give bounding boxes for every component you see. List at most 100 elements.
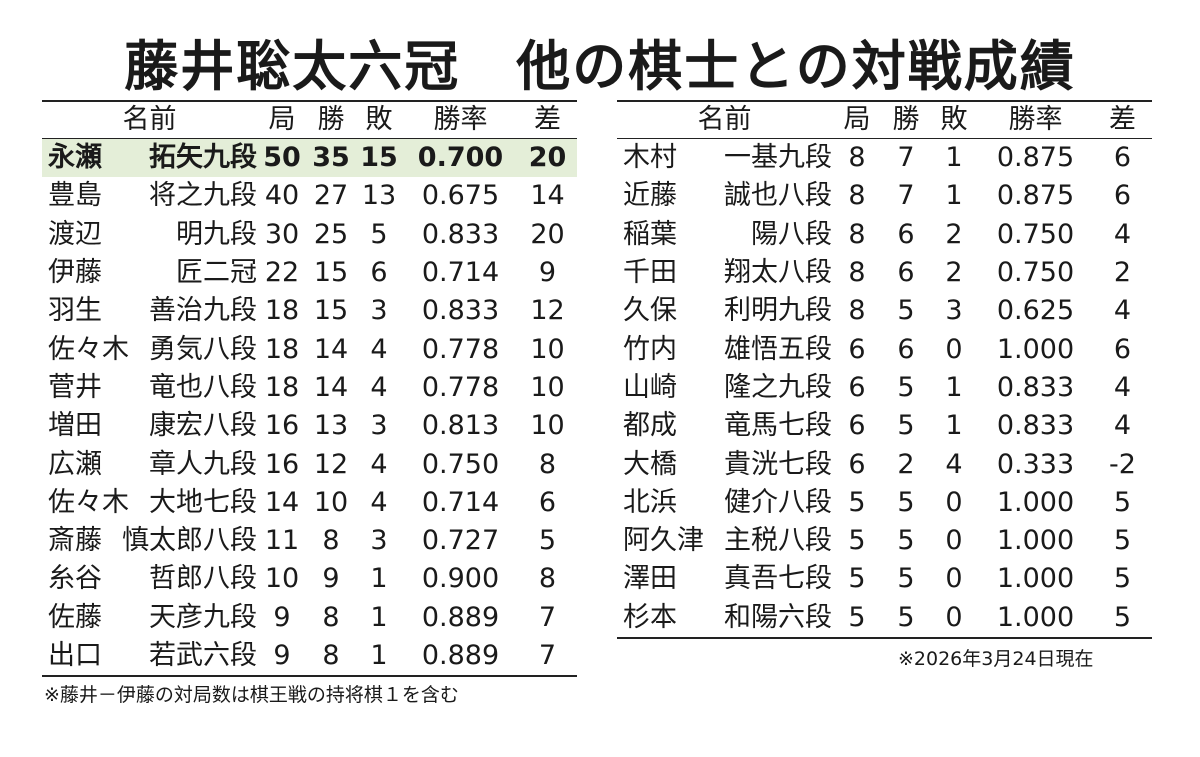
player-surname: 竹内 — [623, 333, 677, 365]
games-cell: 18 — [264, 371, 300, 403]
games-cell: 6 — [848, 448, 866, 480]
games-cell: 18 — [264, 295, 300, 327]
diff-cell: 8 — [538, 448, 557, 480]
losses-cell: 4 — [370, 486, 388, 518]
losses-cell: 1 — [945, 180, 963, 212]
diff-cell: 10 — [530, 371, 565, 403]
player-name-cell: 佐々木 大地七段 — [42, 484, 257, 522]
player-surname: 千田 — [623, 257, 677, 289]
wins-cell: 14 — [313, 333, 349, 365]
wins-cell: 15 — [313, 257, 349, 289]
wins-cell: 27 — [313, 180, 349, 212]
losses-cell: 1 — [370, 563, 388, 595]
games-cell: 8 — [848, 218, 866, 250]
games-cell: 16 — [264, 410, 300, 442]
losses-cell: 6 — [370, 257, 388, 289]
table-row: 増田 康宏八段 16 13 3 0.813 10 — [42, 407, 577, 445]
games-cell: 40 — [264, 180, 300, 212]
player-given-name-rank: 陽八段 — [751, 218, 832, 250]
player-given-name-rank: 将之九段 — [149, 180, 257, 212]
diff-cell: 20 — [518, 138, 577, 178]
player-surname: 稲葉 — [623, 218, 677, 250]
table-row: 阿久津 主税八段 5 5 0 1.000 5 — [617, 522, 1152, 560]
player-given-name-rank: 大地七段 — [149, 486, 257, 518]
games-cell: 8 — [848, 142, 866, 174]
win-rate-cell: 1.000 — [996, 563, 1075, 595]
player-name-cell: 山崎 隆之九段 — [617, 369, 832, 407]
losses-cell: 3 — [370, 525, 388, 557]
player-given-name-rank: 利明九段 — [724, 295, 832, 327]
header-name: 名前 — [42, 101, 257, 139]
diff-cell: 4 — [1113, 295, 1132, 327]
table-row: 北浜 健介八段 5 5 0 1.000 5 — [617, 484, 1152, 522]
games-cell: 9 — [257, 636, 307, 678]
win-rate-cell: 1.000 — [996, 525, 1075, 557]
player-surname: 木村 — [623, 142, 677, 174]
diff-cell: 4 — [1113, 371, 1132, 403]
player-surname: 糸谷 — [48, 563, 102, 595]
player-name-cell: 久保 利明九段 — [617, 292, 832, 330]
table-row: 広瀬 章人九段 16 12 4 0.750 8 — [42, 445, 577, 483]
player-given-name-rank: 主税八段 — [724, 525, 832, 557]
wins-cell: 7 — [897, 180, 915, 212]
losses-cell: 15 — [355, 138, 403, 178]
games-cell: 5 — [832, 598, 882, 639]
header-name: 名前 — [617, 101, 832, 139]
diff-cell: 5 — [1113, 486, 1132, 518]
table-row: 千田 翔太八段 8 6 2 0.750 2 — [617, 254, 1152, 292]
wins-cell: 8 — [307, 636, 355, 678]
header-wins: 勝 — [882, 101, 930, 139]
diff-cell: 7 — [538, 601, 557, 633]
losses-cell: 4 — [370, 333, 388, 365]
header-losses: 敗 — [930, 101, 978, 139]
win-rate-cell: 0.875 — [996, 180, 1075, 212]
player-surname: 杉本 — [623, 601, 677, 633]
diff-cell: 5 — [1093, 598, 1152, 639]
win-rate-cell: 0.750 — [996, 218, 1075, 250]
games-cell: 5 — [848, 525, 866, 557]
win-rate-cell: 0.625 — [996, 295, 1075, 327]
player-name-cell: 渡辺 明九段 — [42, 216, 257, 254]
diff-cell: 5 — [1113, 525, 1132, 557]
wins-cell: 5 — [897, 295, 915, 327]
player-given-name-rank: 健介八段 — [724, 486, 832, 518]
records-table-left: 名前 局 勝 敗 勝率 差 永瀬 拓矢九段 50 35 15 0.700 20 豊島 将之九段 4… — [42, 100, 577, 678]
player-surname: 出口 — [48, 640, 102, 671]
games-cell: 9 — [273, 601, 291, 633]
header-diff: 差 — [518, 101, 577, 139]
diff-cell: 9 — [538, 257, 557, 289]
player-surname: 豊島 — [48, 180, 102, 212]
games-cell: 6 — [848, 333, 866, 365]
player-given-name-rank: 竜也八段 — [149, 371, 257, 403]
wins-cell: 6 — [897, 333, 915, 365]
losses-cell: 2 — [945, 257, 963, 289]
player-name-cell: 杉本 和陽六段 — [617, 598, 832, 639]
games-cell: 10 — [264, 563, 300, 595]
page-title: 藤井聡太六冠 他の棋士との対戦成績 — [124, 35, 1076, 98]
table-row: 近藤 誠也八段 8 7 1 0.875 6 — [617, 177, 1152, 215]
player-given-name-rank: 勇気八段 — [149, 333, 257, 365]
win-rate-cell: 0.778 — [421, 333, 500, 365]
losses-cell: 0 — [945, 563, 963, 595]
wins-cell: 15 — [313, 295, 349, 327]
wins-cell: 8 — [322, 601, 340, 633]
losses-cell: 3 — [370, 410, 388, 442]
wins-cell: 13 — [313, 410, 349, 442]
player-surname: 羽生 — [48, 295, 102, 327]
player-given-name-rank: 竜馬七段 — [724, 410, 832, 442]
player-surname: 佐々木 — [48, 486, 129, 518]
diff-cell: 4 — [1113, 218, 1132, 250]
table-row: 斎藤 慎太郎八段 11 8 3 0.727 5 — [42, 522, 577, 560]
table-row: 佐々木 大地七段 14 10 4 0.714 6 — [42, 484, 577, 522]
losses-cell: 5 — [370, 218, 388, 250]
losses-cell: 4 — [370, 371, 388, 403]
player-name-cell: 木村 一基九段 — [617, 139, 832, 178]
player-name-cell: 増田 康宏八段 — [42, 407, 257, 445]
player-name-cell: 竹内 雄悟五段 — [617, 330, 832, 368]
win-rate-cell: 0.900 — [421, 563, 500, 595]
games-cell: 18 — [264, 333, 300, 365]
player-given-name-rank: 康宏八段 — [149, 410, 257, 442]
table-row: 菅井 竜也八段 18 14 4 0.778 10 — [42, 369, 577, 407]
player-surname: 佐藤 — [48, 601, 102, 633]
games-cell: 30 — [264, 218, 300, 250]
